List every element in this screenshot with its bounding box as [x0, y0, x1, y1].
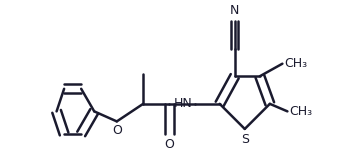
Text: CH₃: CH₃ [289, 105, 313, 118]
Text: O: O [112, 124, 122, 137]
Text: CH₃: CH₃ [284, 57, 308, 70]
Text: HN: HN [174, 97, 193, 110]
Text: O: O [164, 138, 174, 151]
Text: S: S [241, 133, 249, 146]
Text: N: N [230, 4, 239, 17]
